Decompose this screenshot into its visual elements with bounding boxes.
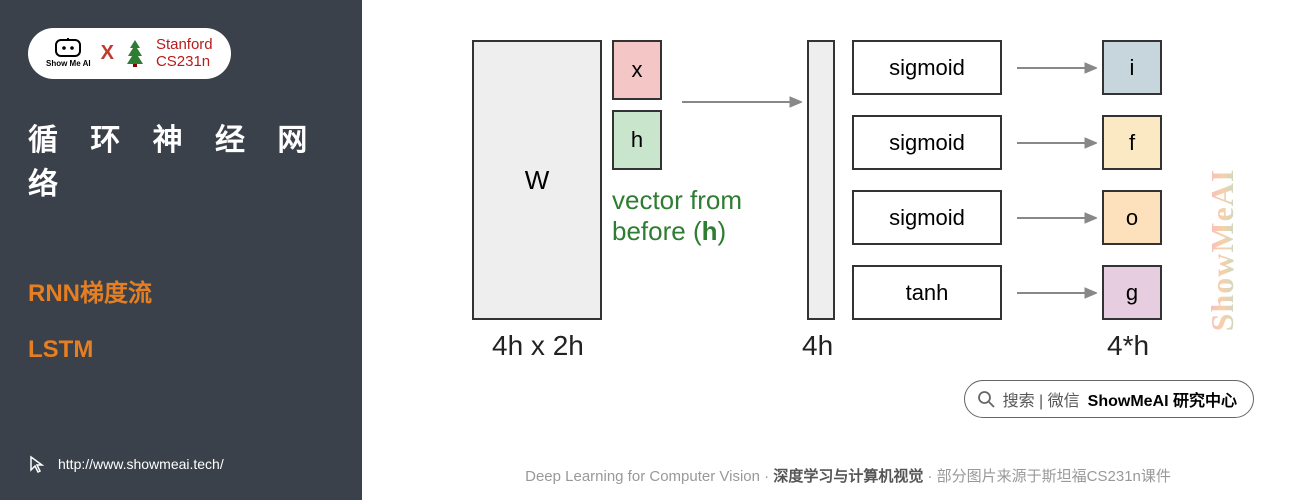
x-label: x xyxy=(632,57,643,83)
brand-badge: Show Me AI X Stanford CS231n xyxy=(28,28,231,79)
page-title: 循 环 神 经 网 络 xyxy=(28,115,334,203)
output-f: f xyxy=(1102,115,1162,170)
main-arrow xyxy=(682,92,802,112)
stanford-line2: CS231n xyxy=(156,53,213,70)
search-bold: ShowMeAI 研究中心 xyxy=(1088,387,1237,411)
dim-4hx2h: 4h x 2h xyxy=(492,330,584,362)
small-arrow-2 xyxy=(1017,208,1097,228)
h-label: h xyxy=(631,127,643,153)
footer-sep-1: · xyxy=(764,468,773,485)
search-icon xyxy=(977,390,995,408)
col-4h-block xyxy=(807,40,835,320)
stanford-text: Stanford CS231n xyxy=(156,36,213,71)
search-prefix: 搜索 | 微信 xyxy=(1003,387,1080,411)
vec-line1: vector from xyxy=(612,185,742,215)
activation-0: sigmoid xyxy=(852,40,1002,95)
small-arrow-1 xyxy=(1017,133,1097,153)
vec-line2: before (h) xyxy=(612,216,726,246)
badge-x: X xyxy=(101,42,114,65)
activation-2: sigmoid xyxy=(852,190,1002,245)
w-matrix-block: W xyxy=(472,40,602,320)
footer: Deep Learning for Computer Vision · 深度学习… xyxy=(402,465,1294,486)
subtitle-1: RNN梯度流 xyxy=(28,273,334,308)
diagram-canvas: W x h vector from before (h) 4h x 2h 4h … xyxy=(362,0,1314,500)
showmeai-caption: Show Me AI xyxy=(46,60,91,68)
footer-mid: 深度学习与计算机视觉 xyxy=(773,468,923,485)
w-label: W xyxy=(525,165,550,196)
stanford-tree-icon xyxy=(124,38,146,68)
small-arrow-0 xyxy=(1017,58,1097,78)
cursor-icon xyxy=(28,454,48,474)
vector-caption: vector from before (h) xyxy=(612,185,742,247)
dim-4h: 4h xyxy=(802,330,833,362)
small-arrow-3 xyxy=(1017,283,1097,303)
output-i: i xyxy=(1102,40,1162,95)
subtitle-2: LSTM xyxy=(28,336,334,364)
footer-right: 部分图片来源于斯坦福CS231n课件 xyxy=(937,468,1171,485)
url-row[interactable]: http://www.showmeai.tech/ xyxy=(28,454,334,480)
h-vector-block: h xyxy=(612,110,662,170)
footer-left: Deep Learning for Computer Vision xyxy=(525,468,760,485)
stanford-line1: Stanford xyxy=(156,36,213,53)
activation-3: tanh xyxy=(852,265,1002,320)
sidebar: Show Me AI X Stanford CS231n 循 环 神 经 网 络… xyxy=(0,0,362,500)
footer-sep-2: · xyxy=(928,468,937,485)
search-pill[interactable]: 搜索 | 微信 ShowMeAI 研究中心 xyxy=(964,380,1254,418)
watermark: ShowMeAI xyxy=(1204,169,1241,332)
activation-1: sigmoid xyxy=(852,115,1002,170)
output-o: o xyxy=(1102,190,1162,245)
x-vector-block: x xyxy=(612,40,662,100)
showmeai-logo: Show Me AI xyxy=(46,38,91,68)
output-g: g xyxy=(1102,265,1162,320)
dim-4star-h: 4*h xyxy=(1107,330,1149,362)
url-text: http://www.showmeai.tech/ xyxy=(58,456,224,472)
